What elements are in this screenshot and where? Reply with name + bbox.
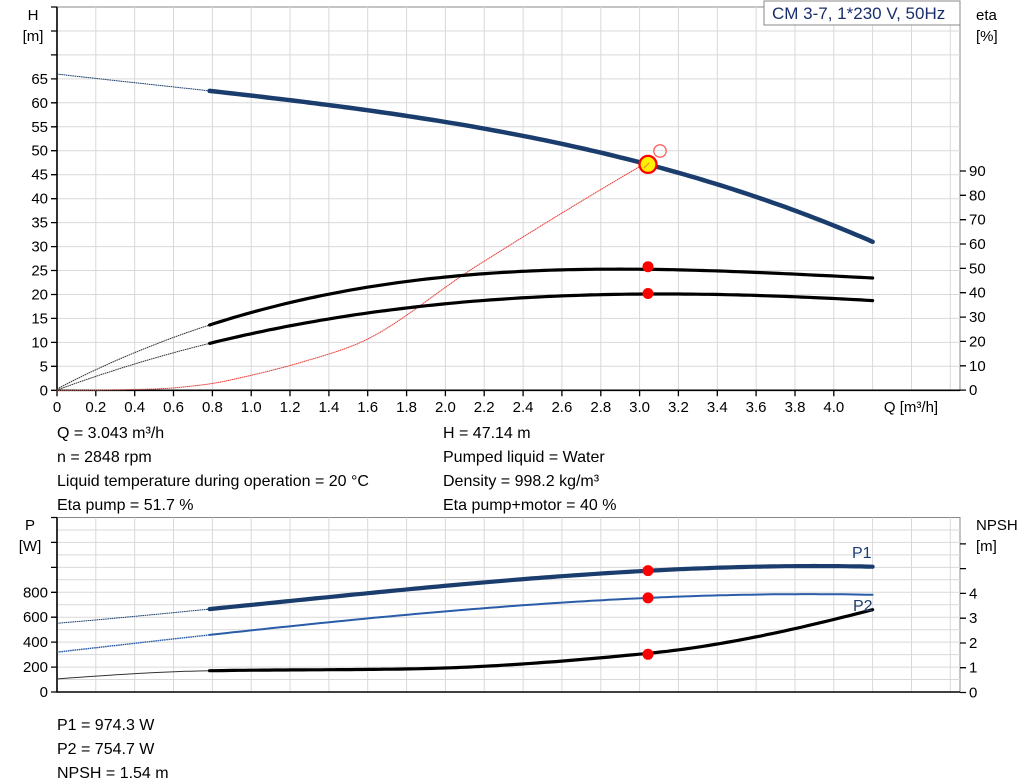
svg-text:3.4: 3.4	[707, 399, 728, 416]
svg-text:600: 600	[23, 609, 48, 626]
svg-text:Liquid temperature during oper: Liquid temperature during operation = 20…	[57, 473, 369, 490]
svg-text:Q = 3.043 m³/h: Q = 3.043 m³/h	[57, 425, 164, 442]
svg-text:P: P	[25, 517, 35, 534]
svg-text:2.2: 2.2	[474, 399, 495, 416]
svg-text:0: 0	[53, 399, 61, 416]
svg-text:4.0: 4.0	[823, 399, 844, 416]
svg-text:2.4: 2.4	[513, 399, 534, 416]
svg-text:0: 0	[969, 685, 977, 702]
svg-text:5: 5	[40, 358, 48, 375]
svg-text:NPSH: NPSH	[976, 517, 1018, 534]
svg-text:0: 0	[40, 684, 48, 701]
svg-text:30: 30	[31, 239, 48, 256]
svg-text:70: 70	[969, 212, 986, 229]
svg-text:400: 400	[23, 634, 48, 651]
svg-text:20: 20	[31, 287, 48, 304]
svg-text:35: 35	[31, 215, 48, 232]
svg-text:CM 3-7, 1*230 V, 50Hz: CM 3-7, 1*230 V, 50Hz	[772, 4, 945, 23]
svg-text:10: 10	[969, 358, 986, 375]
svg-text:45: 45	[31, 167, 48, 184]
svg-text:2.8: 2.8	[590, 399, 611, 416]
svg-text:50: 50	[31, 143, 48, 160]
svg-text:[W]: [W]	[19, 538, 42, 555]
svg-text:80: 80	[969, 187, 986, 204]
svg-text:1.8: 1.8	[396, 399, 417, 416]
svg-text:10: 10	[31, 334, 48, 351]
svg-text:3.2: 3.2	[668, 399, 689, 416]
svg-text:0: 0	[969, 382, 977, 399]
svg-text:2.6: 2.6	[551, 399, 572, 416]
svg-text:[m]: [m]	[976, 538, 997, 555]
svg-text:40: 40	[31, 191, 48, 208]
svg-text:Eta pump = 51.7 %: Eta pump = 51.7 %	[57, 497, 194, 514]
svg-text:4: 4	[969, 585, 977, 602]
svg-text:65: 65	[31, 71, 48, 88]
svg-text:25: 25	[31, 263, 48, 280]
svg-text:P2: P2	[853, 598, 873, 615]
svg-text:0.4: 0.4	[124, 399, 145, 416]
svg-text:3.6: 3.6	[746, 399, 767, 416]
svg-text:P1: P1	[852, 545, 872, 562]
svg-text:P1 = 974.3 W: P1 = 974.3 W	[57, 717, 155, 734]
svg-text:90: 90	[969, 163, 986, 180]
svg-text:n = 2848 rpm: n = 2848 rpm	[57, 449, 152, 466]
svg-text:200: 200	[23, 659, 48, 676]
svg-text:15: 15	[31, 310, 48, 327]
svg-text:P2 = 754.7 W: P2 = 754.7 W	[57, 741, 155, 758]
svg-text:1.2: 1.2	[280, 399, 301, 416]
svg-text:1: 1	[969, 660, 977, 677]
svg-text:1.0: 1.0	[241, 399, 262, 416]
svg-text:Q [m³/h]: Q [m³/h]	[884, 399, 938, 416]
svg-text:55: 55	[31, 119, 48, 136]
svg-text:1.4: 1.4	[318, 399, 339, 416]
svg-text:0.6: 0.6	[163, 399, 184, 416]
svg-text:2.0: 2.0	[435, 399, 456, 416]
svg-text:0.2: 0.2	[85, 399, 106, 416]
svg-text:50: 50	[969, 260, 986, 277]
svg-text:3: 3	[969, 610, 977, 627]
svg-text:eta: eta	[976, 7, 998, 24]
svg-text:[m]: [m]	[23, 28, 44, 45]
svg-text:H = 47.14 m: H = 47.14 m	[443, 425, 531, 442]
svg-text:2: 2	[969, 635, 977, 652]
svg-text:40: 40	[969, 285, 986, 302]
svg-text:800: 800	[23, 584, 48, 601]
svg-text:Eta pump+motor = 40 %: Eta pump+motor = 40 %	[443, 497, 616, 514]
svg-text:60: 60	[31, 95, 48, 112]
svg-text:0: 0	[40, 382, 48, 399]
svg-text:60: 60	[969, 236, 986, 253]
svg-text:1.6: 1.6	[357, 399, 378, 416]
svg-text:20: 20	[969, 333, 986, 350]
svg-text:3.0: 3.0	[629, 399, 650, 416]
svg-text:Density = 998.2 kg/m³: Density = 998.2 kg/m³	[443, 473, 600, 490]
svg-text:[%]: [%]	[976, 28, 998, 45]
svg-text:Pumped liquid = Water: Pumped liquid = Water	[443, 449, 605, 466]
svg-text:30: 30	[969, 309, 986, 326]
svg-text:3.8: 3.8	[785, 399, 806, 416]
svg-text:NPSH = 1.54 m: NPSH = 1.54 m	[57, 765, 169, 781]
svg-text:0.8: 0.8	[202, 399, 223, 416]
svg-text:H: H	[28, 7, 39, 24]
